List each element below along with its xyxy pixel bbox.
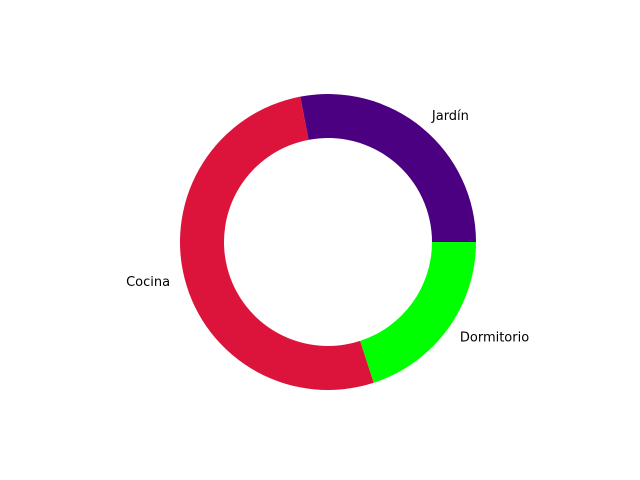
donut-slice-dormitorio: [360, 242, 476, 383]
slice-label-cocina: Cocina: [126, 275, 170, 290]
labels-layer: Jardín Cocina Dormitorio: [126, 109, 529, 345]
slices-layer: [180, 94, 476, 390]
donut-slice-jardin: [300, 94, 476, 242]
donut-slice-cocina: [180, 96, 374, 390]
slice-label-jardin: Jardín: [431, 109, 469, 124]
slice-label-dormitorio: Dormitorio: [460, 330, 529, 345]
